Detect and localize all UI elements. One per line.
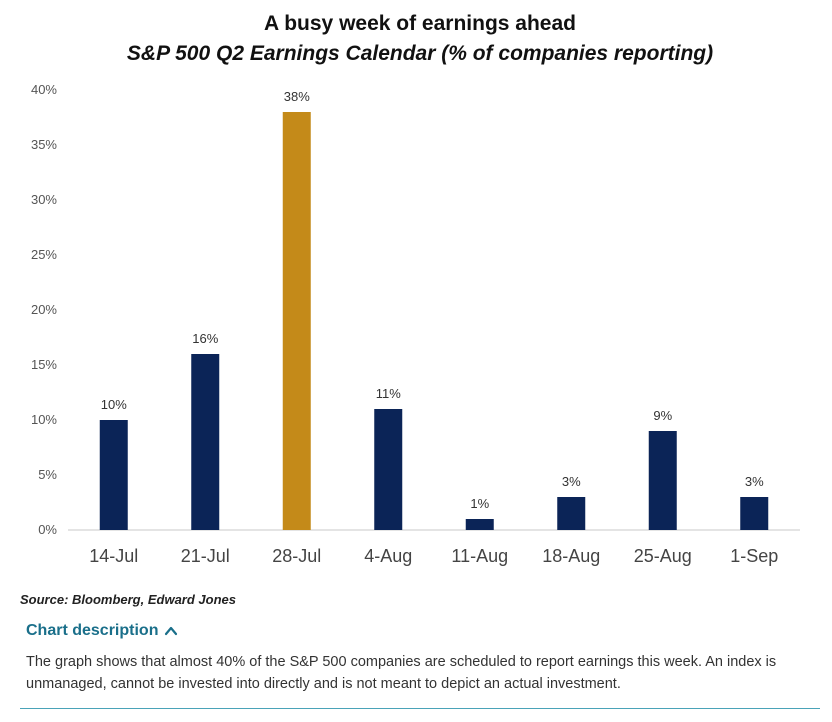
x-tick-label: 25-Aug [634, 546, 692, 566]
bar-11-Aug [465, 519, 494, 530]
y-tick-label: 25% [31, 247, 57, 262]
y-tick-label: 10% [31, 412, 57, 427]
bar-18-Aug [557, 497, 586, 530]
source-note: Source: Bloomberg, Edward Jones [20, 592, 236, 607]
bar-1-Sep [740, 497, 769, 530]
data-label: 16% [192, 331, 218, 346]
data-label: 3% [562, 474, 581, 489]
y-tick-label: 40% [31, 82, 57, 97]
chart-title: A busy week of earnings ahead [264, 12, 576, 35]
y-tick-label: 15% [31, 357, 57, 372]
data-label: 9% [653, 408, 672, 423]
y-tick-label: 5% [38, 467, 57, 482]
x-tick-label: 4-Aug [364, 546, 412, 566]
x-tick-label: 21-Jul [181, 546, 230, 566]
chart-description-toggle[interactable]: Chart description [26, 622, 178, 640]
data-label: 3% [745, 474, 764, 489]
bar-4-Aug [374, 409, 403, 530]
bar-14-Jul [99, 420, 128, 530]
data-label: 11% [376, 386, 401, 401]
bar-21-Jul [191, 354, 220, 530]
chart-description-text: The graph shows that almost 40% of the S… [26, 654, 777, 692]
divider [20, 708, 820, 709]
bar-chart: 0% 5% 10% 15% 20% 25% 30% 35% 40% 10% 14-Jul 16% 21-… [31, 82, 800, 566]
y-tick-label: 35% [31, 137, 57, 152]
bar-28-Jul [282, 112, 311, 530]
x-tick-label: 1-Sep [730, 546, 778, 566]
x-tick-label: 28-Jul [272, 546, 321, 566]
y-tick-label: 0% [38, 522, 57, 537]
bar-25-Aug [648, 431, 677, 530]
x-tick-label: 14-Jul [89, 546, 138, 566]
chart-description-label: Chart description [26, 622, 159, 639]
data-label: 10% [101, 397, 127, 412]
y-tick-label: 20% [31, 302, 57, 317]
x-tick-label: 18-Aug [542, 546, 600, 566]
data-label: 1% [470, 496, 489, 511]
data-label: 38% [284, 89, 310, 104]
x-tick-label: 11-Aug [451, 546, 508, 566]
chevron-up-icon [165, 626, 178, 636]
chart-subtitle: S&P 500 Q2 Earnings Calendar (% of compa… [126, 42, 714, 65]
y-tick-label: 30% [31, 192, 57, 207]
